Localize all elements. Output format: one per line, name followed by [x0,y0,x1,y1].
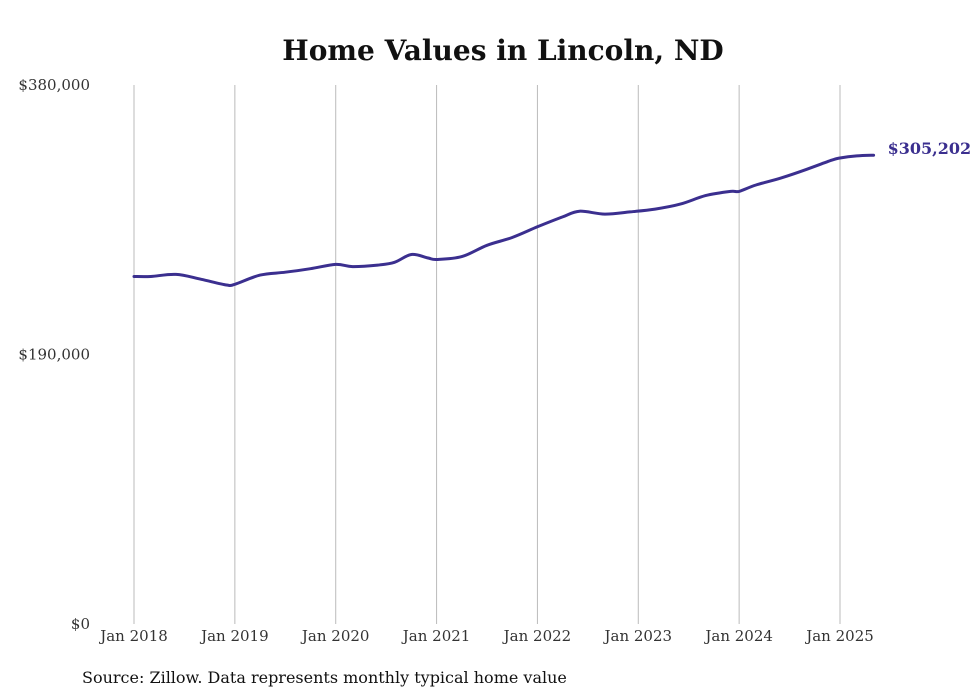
y-tick-label: $190,000 [18,346,90,364]
x-tick-label: Jan 2020 [300,627,370,645]
x-tick-label: Jan 2022 [502,627,572,645]
x-axis-ticks: Jan 2018 Jan 2019 Jan 2020 Jan 2021 Jan 2022… [98,627,874,645]
series-line [132,153,876,288]
end-value-label: $305,202 [888,139,972,158]
chart-title: Home Values in Lincoln, ND [282,34,723,67]
y-axis-ticks: $0 $190,000 $380,000 [18,76,90,633]
x-tick-label: Jan 2018 [98,627,168,645]
x-tick-label: Jan 2023 [603,627,673,645]
grid-lines [133,85,841,624]
y-tick-label: $380,000 [18,76,90,94]
x-tick-label: Jan 2024 [703,627,773,645]
x-tick-label: Jan 2019 [199,627,269,645]
source-note: Source: Zillow. Data represents monthly … [82,668,567,687]
x-tick-label: Jan 2025 [804,627,874,645]
x-tick-label: Jan 2021 [401,627,471,645]
y-tick-label: $0 [71,615,90,633]
